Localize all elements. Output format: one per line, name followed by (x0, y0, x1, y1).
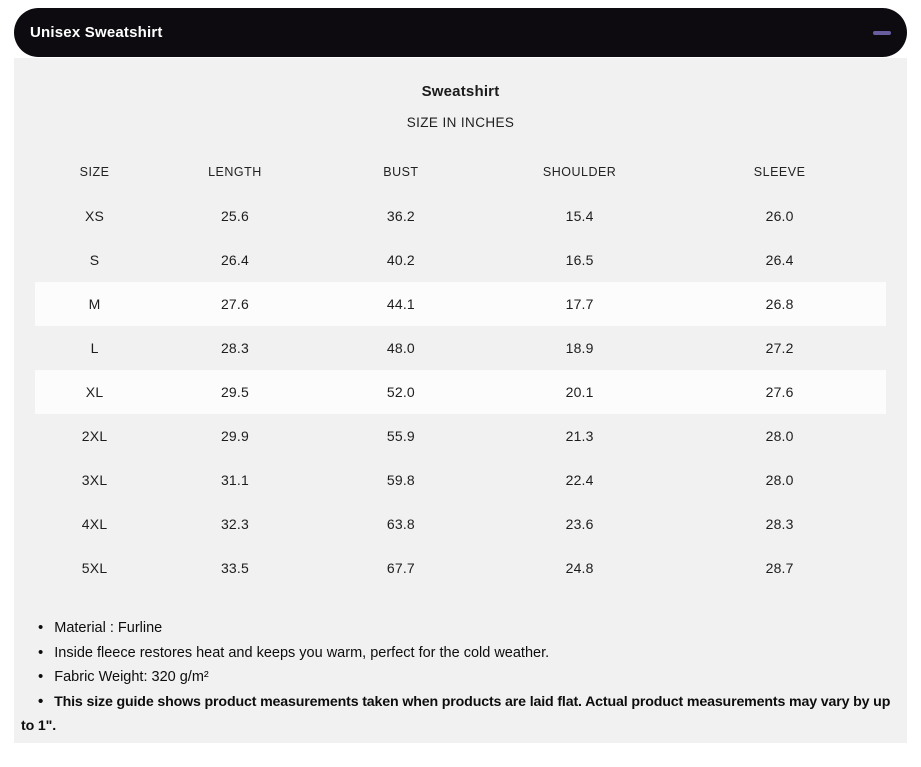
cell-shoulder: 17.7 (565, 296, 594, 312)
cell-length: 29.5 (220, 384, 249, 400)
cell-sleeve: 28.0 (765, 472, 794, 488)
cell-bust: 63.8 (386, 516, 415, 532)
cell-shoulder: 22.4 (565, 472, 594, 488)
cell-sleeve: 27.2 (765, 340, 794, 356)
cell-size: XL (85, 384, 104, 400)
table-header-row: SIZE LENGTH BUST SHOULDER SLEEVE (35, 149, 886, 194)
cell-shoulder: 15.4 (565, 208, 594, 224)
note-fabric-weight: Fabric Weight: 320 g/m² (21, 665, 900, 690)
size-chart-subtitle: SIZE IN INCHES (406, 115, 515, 130)
cell-sleeve: 26.8 (765, 296, 794, 312)
cell-size: S (89, 252, 100, 268)
size-chart-table: SIZE LENGTH BUST SHOULDER SLEEVE XS 25.6… (35, 149, 886, 590)
cell-sleeve: 26.4 (765, 252, 794, 268)
cell-sleeve: 28.0 (765, 428, 794, 444)
table-row-xs: XS 25.6 36.2 15.4 26.0 (35, 194, 886, 238)
cell-length: 26.4 (220, 252, 249, 268)
cell-bust: 67.7 (386, 560, 415, 576)
column-header-shoulder: SHOULDER (542, 164, 617, 179)
product-notes-list: Material : Furline Inside fleece restore… (21, 616, 900, 739)
note-material: Material : Furline (21, 616, 900, 641)
accordion-title: Unisex Sweatshirt (30, 24, 163, 41)
cell-size: 2XL (81, 428, 108, 444)
table-row-2xl: 2XL 29.9 55.9 21.3 28.0 (35, 414, 886, 458)
cell-length: 32.3 (220, 516, 249, 532)
cell-bust: 36.2 (386, 208, 415, 224)
table-row-s: S 26.4 40.2 16.5 26.4 (35, 238, 886, 282)
cell-size: M (88, 296, 101, 312)
size-guide-panel: Sweatshirt SIZE IN INCHES SIZE LENGTH BU… (14, 58, 907, 743)
cell-size: 4XL (81, 516, 108, 532)
size-chart-title: Sweatshirt (421, 83, 500, 100)
cell-length: 33.5 (220, 560, 249, 576)
table-row-xl: XL 29.5 52.0 20.1 27.6 (35, 370, 886, 414)
cell-bust: 44.1 (386, 296, 415, 312)
accordion-header-unisex-sweatshirt[interactable]: Unisex Sweatshirt (14, 8, 907, 57)
cell-shoulder: 16.5 (565, 252, 594, 268)
table-row-3xl: 3XL 31.1 59.8 22.4 28.0 (35, 458, 886, 502)
column-header-size: SIZE (79, 164, 110, 179)
cell-bust: 59.8 (386, 472, 415, 488)
cell-sleeve: 28.7 (765, 560, 794, 576)
cell-length: 28.3 (220, 340, 249, 356)
cell-sleeve: 28.3 (765, 516, 794, 532)
cell-length: 31.1 (220, 472, 249, 488)
cell-shoulder: 23.6 (565, 516, 594, 532)
column-header-length: LENGTH (208, 164, 262, 179)
cell-shoulder: 21.3 (565, 428, 594, 444)
collapse-minus-icon[interactable] (873, 30, 891, 35)
column-header-sleeve: SLEEVE (753, 164, 806, 179)
cell-sleeve: 26.0 (765, 208, 794, 224)
table-row-m: M 27.6 44.1 17.7 26.8 (35, 282, 886, 326)
cell-size: XS (85, 208, 105, 224)
column-header-bust: BUST (383, 164, 419, 179)
cell-size: 5XL (81, 560, 108, 576)
table-row-5xl: 5XL 33.5 67.7 24.8 28.7 (35, 546, 886, 590)
cell-bust: 48.0 (386, 340, 415, 356)
cell-length: 29.9 (220, 428, 249, 444)
cell-bust: 40.2 (386, 252, 415, 268)
note-size-guide-disclaimer: This size guide shows product measuremen… (21, 690, 900, 739)
table-row-4xl: 4XL 32.3 63.8 23.6 28.3 (35, 502, 886, 546)
cell-length: 27.6 (220, 296, 249, 312)
note-fleece: Inside fleece restores heat and keeps yo… (21, 641, 900, 666)
cell-size: 3XL (81, 472, 108, 488)
cell-length: 25.6 (220, 208, 249, 224)
cell-sleeve: 27.6 (765, 384, 794, 400)
cell-bust: 55.9 (386, 428, 415, 444)
cell-shoulder: 20.1 (565, 384, 594, 400)
cell-shoulder: 18.9 (565, 340, 594, 356)
cell-bust: 52.0 (386, 384, 415, 400)
cell-size: L (90, 340, 99, 356)
table-row-l: L 28.3 48.0 18.9 27.2 (35, 326, 886, 370)
cell-shoulder: 24.8 (565, 560, 594, 576)
